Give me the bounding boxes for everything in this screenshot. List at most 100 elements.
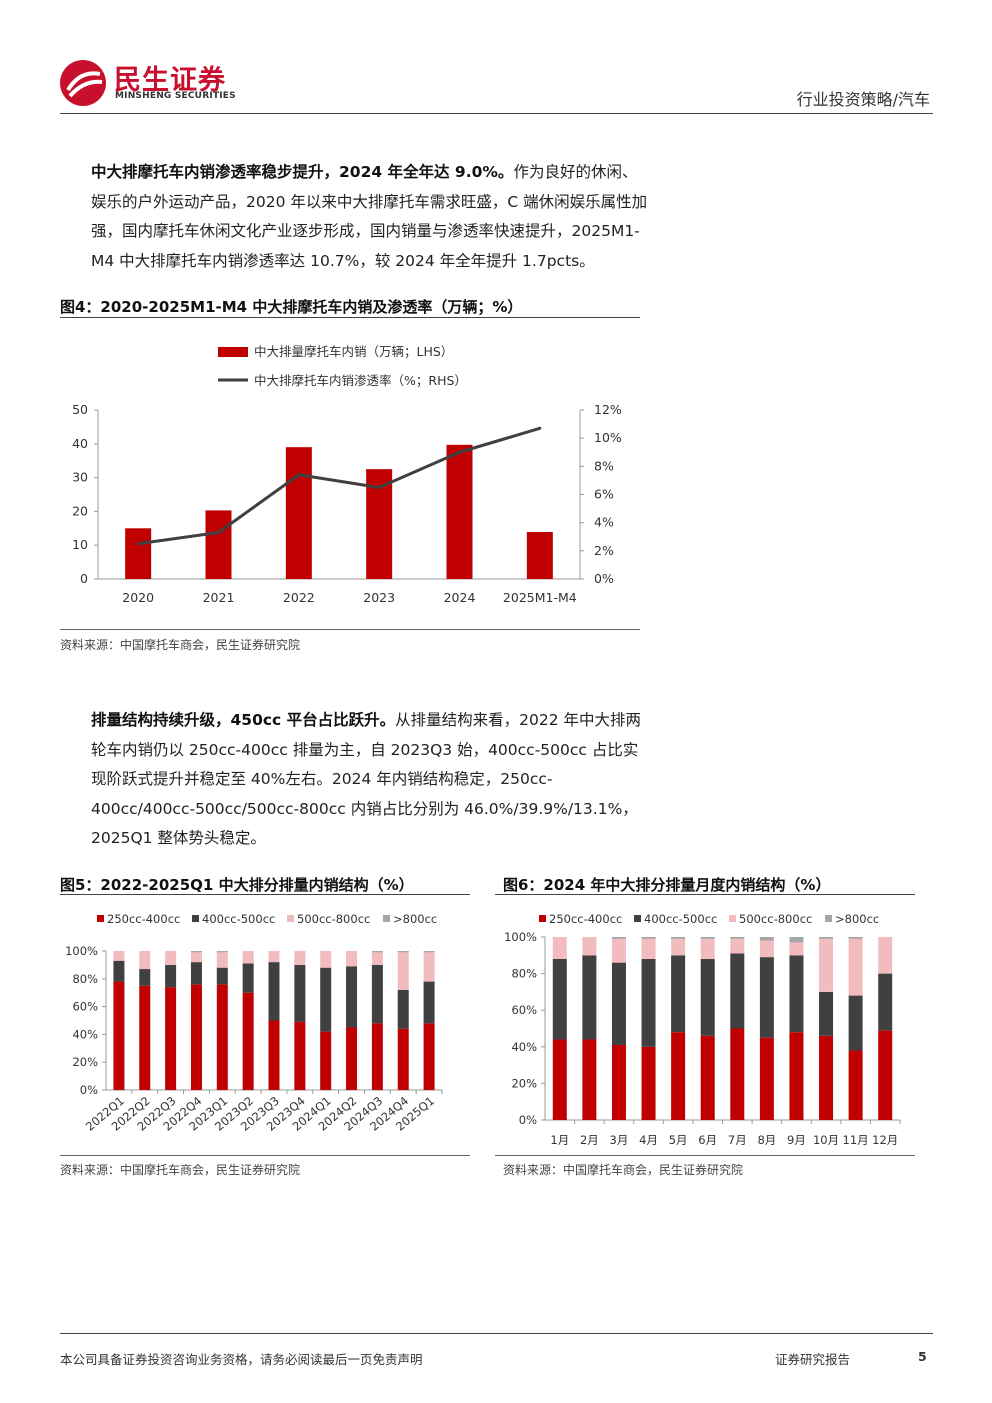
legend-swatch	[634, 915, 641, 922]
bar-segment	[582, 1039, 597, 1120]
bar-segment	[346, 1027, 358, 1090]
bar-segment	[552, 1039, 567, 1120]
tick-label-left: 50	[72, 402, 88, 417]
line-point	[136, 542, 140, 546]
bar-sales	[446, 444, 473, 579]
bar-segment	[700, 937, 715, 939]
bar-segment	[346, 951, 358, 967]
bar-segment	[552, 937, 567, 959]
bar-segment	[320, 951, 332, 968]
bar-segment	[611, 962, 626, 1045]
bar-segment	[268, 951, 280, 963]
bar-segment	[423, 981, 435, 1024]
x-tick-label: 2021	[203, 590, 235, 605]
tick-label-left: 40%	[511, 1040, 537, 1054]
x-tick-label: 10月	[813, 1133, 839, 1147]
paragraph-2: 排量结构持续升级，450cc 平台占比跃升。从排量结构来看，2022 年中大排两…	[60, 706, 650, 854]
bar-segment	[139, 985, 151, 1090]
figure-6-title-rule	[495, 894, 915, 895]
figure-6-title: 图6：2024 年中大排分排量月度内销结构（%）	[503, 876, 831, 894]
x-tick-label: 2022	[283, 590, 315, 605]
bar-segment	[397, 989, 409, 1029]
bar-segment	[671, 955, 686, 1033]
bar-segment	[371, 1023, 383, 1090]
bar-segment	[397, 1028, 409, 1090]
bar-segment	[611, 937, 626, 939]
logo-text-cn: 民生证券	[114, 65, 226, 96]
legend-swatch	[383, 915, 390, 922]
tick-label-left: 80%	[72, 972, 98, 986]
figure-4-chart: 中大排量摩托车内销（万辆；LHS） 中大排摩托车内销渗透率（%；RHS） 0 10 20…	[72, 344, 622, 605]
figure-5-bottom-rule	[60, 1155, 470, 1156]
bar-segment	[397, 951, 409, 953]
bar-segment	[671, 938, 686, 956]
paragraph-2-body: 从排量结构来看，2022 年中大排两轮车内销仍以 250cc-400cc 排量为…	[91, 711, 642, 847]
bar-segment	[730, 953, 745, 1029]
bar-segment	[641, 937, 656, 939]
bar-segment	[759, 957, 774, 1038]
bar-segment	[423, 951, 435, 953]
figure-4-title: 图4：2020-2025M1-M4 中大排摩托车内销及渗透率（万辆；%）	[60, 298, 523, 316]
footer-divider	[60, 1333, 933, 1334]
bar-segment	[216, 967, 228, 985]
x-tick-label: 4月	[639, 1133, 658, 1147]
bar-segment	[700, 938, 715, 959]
bar-segment	[294, 964, 306, 1022]
tick-label-left: 0	[80, 571, 88, 586]
bar-segment	[113, 960, 125, 982]
figure-5-title: 图5：2022-2025Q1 中大排分排量内销结构（%）	[60, 876, 414, 894]
paragraph-1: 中大排摩托车内销渗透率稳步提升，2024 年全年达 9.0%。作为良好的休闲、娱…	[60, 158, 650, 276]
bar-segment	[552, 958, 567, 1040]
tick-label-left: 40%	[72, 1027, 98, 1041]
bar-segment	[611, 1044, 626, 1120]
tick-label-right: 10%	[594, 430, 622, 445]
bar-segment	[848, 937, 863, 939]
bar-segment	[423, 1023, 435, 1090]
bar-segment	[294, 951, 306, 965]
bar-segment	[641, 1046, 656, 1120]
bar-segment	[848, 938, 863, 996]
line-penetration-rate	[137, 426, 541, 546]
x-tick-label: 12月	[872, 1133, 898, 1147]
bar-sales	[205, 510, 232, 579]
bar-segment	[371, 952, 383, 965]
tick-label-left: 0%	[80, 1083, 98, 1097]
bar-segment	[789, 942, 804, 956]
bar-segment	[819, 1035, 834, 1120]
bar-segment	[423, 952, 435, 982]
legend-label: 400cc-500cc	[202, 912, 275, 926]
legend-label: 400cc-500cc	[644, 912, 717, 926]
tick-label-right: 4%	[594, 515, 614, 530]
x-tick-label: 2025M1-M4	[503, 590, 577, 605]
tick-label-left: 100%	[65, 944, 98, 958]
bar-segment	[582, 955, 597, 1040]
legend-swatch	[825, 915, 832, 922]
legend-label: 250cc-400cc	[107, 912, 180, 926]
paragraph-1-lead: 中大排摩托车内销渗透率稳步提升，2024 年全年达 9.0%。	[91, 163, 514, 181]
bar-segment	[165, 964, 177, 988]
tick-label-left: 20	[72, 503, 88, 518]
legend-label: >800cc	[393, 912, 437, 926]
bar-segment	[641, 958, 656, 1047]
page-number: 5	[918, 1349, 927, 1364]
bar-segment	[242, 963, 254, 993]
line-point	[297, 473, 301, 477]
bar-segment	[789, 1032, 804, 1120]
bar-segment	[165, 951, 177, 965]
logo-text-en: MINSHENG SECURITIES	[115, 91, 236, 101]
x-tick-label: 2020	[122, 590, 154, 605]
bar-segment	[371, 951, 383, 953]
bar-segment	[878, 973, 893, 1031]
tick-label-left: 20%	[511, 1076, 537, 1090]
bar-segment	[190, 951, 202, 953]
report-category: 行业投资策略/汽车	[796, 90, 930, 109]
legend-swatch	[539, 915, 546, 922]
bar-segment	[759, 940, 774, 958]
tick-label-left: 20%	[72, 1055, 98, 1069]
tick-label-right: 12%	[594, 402, 622, 417]
bar-segment	[371, 964, 383, 1024]
legend-swatch	[97, 915, 104, 922]
bar-segment	[730, 938, 745, 954]
figure-5-chart: 250cc-400cc 400cc-500cc 500cc-800cc >800cc 0…	[65, 912, 443, 1134]
line-point	[538, 426, 542, 430]
